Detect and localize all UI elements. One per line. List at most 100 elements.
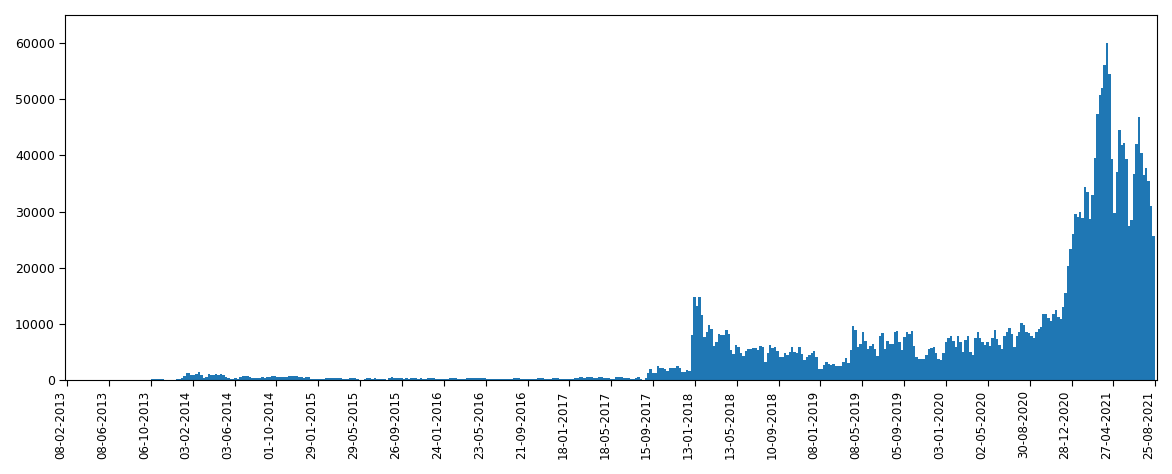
Bar	[489, 379, 491, 380]
Bar	[356, 379, 359, 380]
Bar	[1064, 292, 1067, 380]
Bar	[493, 379, 496, 380]
Bar	[972, 356, 974, 380]
Bar	[706, 331, 708, 380]
Bar	[877, 356, 879, 380]
Bar	[1113, 213, 1116, 380]
Bar	[755, 347, 757, 380]
Bar	[717, 334, 720, 380]
Bar	[561, 379, 564, 380]
Bar	[969, 352, 972, 380]
Bar	[278, 377, 281, 380]
Bar	[852, 326, 854, 380]
Bar	[843, 362, 845, 380]
Bar	[1096, 114, 1098, 380]
Bar	[652, 373, 654, 380]
Bar	[908, 334, 911, 380]
Bar	[1071, 234, 1075, 380]
Bar	[928, 349, 931, 380]
Bar	[311, 379, 313, 380]
Bar	[606, 378, 608, 380]
Bar	[424, 379, 428, 380]
Bar	[696, 306, 699, 380]
Bar	[723, 335, 725, 380]
Bar	[1037, 329, 1040, 380]
Bar	[827, 364, 830, 380]
Bar	[539, 378, 541, 380]
Bar	[581, 377, 584, 380]
Bar	[264, 378, 266, 380]
Bar	[469, 378, 471, 380]
Bar	[635, 378, 638, 380]
Bar	[1016, 336, 1018, 380]
Bar	[747, 349, 749, 380]
Bar	[193, 375, 196, 380]
Bar	[340, 378, 342, 380]
Bar	[300, 377, 302, 380]
Bar	[442, 379, 444, 380]
Bar	[1050, 321, 1052, 380]
Bar	[1098, 95, 1101, 380]
Bar	[219, 374, 223, 380]
Bar	[207, 374, 210, 380]
Bar	[178, 379, 180, 380]
Bar	[800, 354, 803, 380]
Bar	[449, 378, 451, 380]
Bar	[259, 378, 261, 380]
Bar	[774, 346, 776, 380]
Bar	[994, 330, 996, 380]
Bar	[212, 375, 214, 380]
Bar	[203, 378, 205, 380]
Bar	[586, 377, 588, 380]
Bar	[210, 375, 212, 380]
Bar	[284, 377, 286, 380]
Bar	[942, 353, 945, 380]
Bar	[1079, 212, 1082, 380]
Bar	[422, 379, 424, 380]
Bar	[557, 379, 559, 380]
Bar	[840, 366, 843, 380]
Bar	[273, 376, 275, 380]
Bar	[520, 379, 523, 380]
Bar	[437, 379, 440, 380]
Bar	[622, 378, 625, 380]
Bar	[568, 379, 571, 380]
Bar	[708, 325, 710, 380]
Bar	[757, 350, 759, 380]
Bar	[413, 378, 415, 380]
Bar	[901, 350, 904, 380]
Bar	[440, 379, 442, 380]
Bar	[784, 353, 786, 380]
Bar	[496, 379, 498, 380]
Bar	[451, 378, 454, 380]
Bar	[857, 347, 859, 380]
Bar	[1052, 314, 1055, 380]
Bar	[813, 351, 816, 380]
Bar	[1023, 325, 1026, 380]
Bar	[832, 365, 834, 380]
Bar	[415, 378, 417, 380]
Bar	[866, 349, 870, 380]
Bar	[313, 379, 315, 380]
Bar	[735, 346, 737, 380]
Bar	[608, 378, 611, 380]
Bar	[1035, 332, 1037, 380]
Bar	[227, 378, 230, 380]
Bar	[976, 332, 979, 380]
Bar	[649, 369, 652, 380]
Bar	[886, 341, 888, 380]
Bar	[1101, 88, 1104, 380]
Bar	[918, 359, 920, 380]
Bar	[232, 379, 234, 380]
Bar	[730, 350, 732, 380]
Bar	[1033, 338, 1035, 380]
Bar	[498, 379, 500, 380]
Bar	[500, 379, 503, 380]
Bar	[291, 376, 293, 380]
Bar	[992, 338, 994, 380]
Bar	[329, 378, 332, 380]
Bar	[486, 379, 489, 380]
Bar	[820, 369, 823, 380]
Bar	[527, 379, 530, 380]
Bar	[320, 379, 322, 380]
